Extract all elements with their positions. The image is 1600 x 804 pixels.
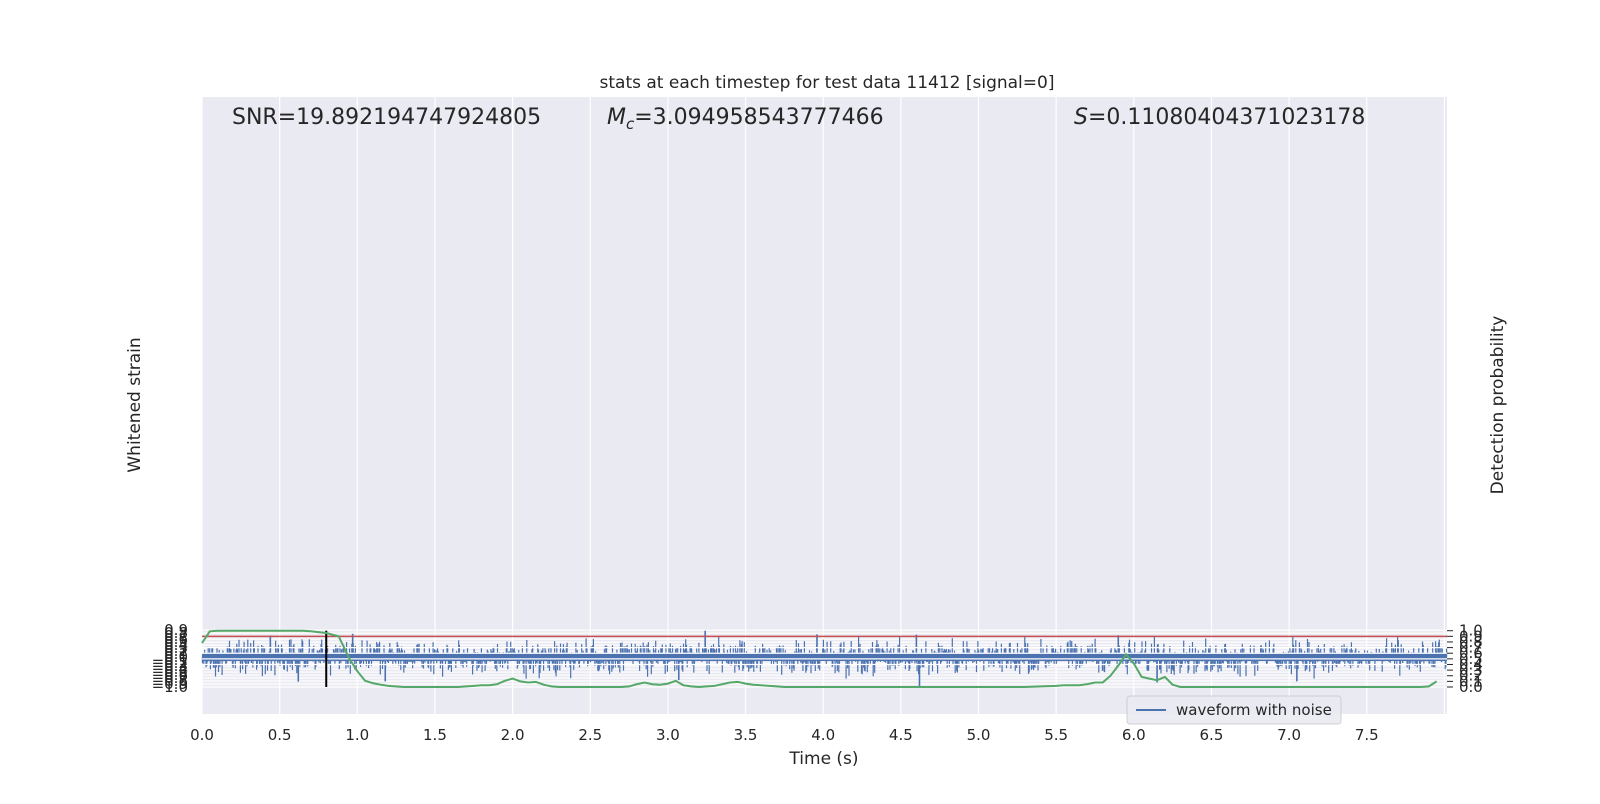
y-left-tick-label: 0.0: [164, 648, 188, 666]
y-right-tick-label: 0.4: [1459, 655, 1483, 673]
reference-lines: [202, 630, 1447, 687]
x-tick-label: 1.5: [423, 726, 447, 744]
y-right-tick-label: 0.2: [1459, 667, 1483, 685]
x-tick-label: 7.5: [1355, 726, 1379, 744]
y-right-tick-label: 0.7: [1459, 639, 1483, 657]
y-left-tick-label: −0.9: [152, 675, 188, 693]
y-left-tick-label: −0.2: [152, 654, 188, 672]
y-left-tick-label: 0.5: [164, 633, 188, 651]
y-right-tick-label: 0.1: [1459, 672, 1483, 690]
y-right-tick-label: 0.9: [1459, 627, 1483, 645]
y-left-tick-label: 0.4: [164, 636, 188, 654]
y-axis-label-left: Whitened strain: [125, 337, 145, 472]
y-left-tick-label: −0.6: [152, 666, 188, 684]
y-left-tick-label: 0.9: [164, 621, 188, 639]
x-tick-label: 3.5: [734, 726, 758, 744]
y-right-tick-label: 0.6: [1459, 644, 1483, 662]
legend-box: [1126, 695, 1342, 725]
legend-label-waveform: waveform with noise: [1176, 701, 1332, 719]
y-axis-label-right: Detection probability: [1488, 316, 1508, 495]
mc-annotation: Mc=3.094958543777466: [607, 105, 884, 133]
y-left-tick-label: 0.8: [164, 624, 188, 642]
s-value: =0.11080404371023178: [1088, 105, 1365, 130]
y-left-tick-label: −0.4: [152, 660, 188, 678]
y-left-tick-label: 0.6: [164, 630, 188, 648]
legend: waveform with noise: [1126, 695, 1342, 725]
horizontal-white-lines: [202, 646, 1447, 666]
probability-series: [201, 629, 1438, 689]
mc-subscript: c: [626, 115, 635, 133]
x-tick-labels: 0.0 0.5 1.0 1.5 2.0 2.5 3.0 3.5 4.0 4.5 5.0 5.5 6.0 6…: [190, 726, 1379, 744]
x-tick-label: 6.0: [1122, 726, 1146, 744]
x-tick-label: 1.0: [345, 726, 369, 744]
y-left-tick-label: 0.7: [164, 627, 188, 645]
y-right-tick-label: 0.5: [1459, 650, 1483, 668]
y-right-tick-label: 0.0: [1459, 678, 1483, 696]
mc-prefix: M: [607, 105, 626, 130]
probability-line: [201, 629, 1438, 689]
y-left-tick-label: −0.1: [152, 651, 188, 669]
y-left-tick-label: 0.1: [164, 645, 188, 663]
x-tick-label: 6.5: [1200, 726, 1224, 744]
y-right-tick-label: 1.0: [1459, 622, 1483, 640]
x-tick-label: 2.0: [501, 726, 525, 744]
y-left-tick-label: −0.5: [152, 663, 188, 681]
snr-prefix: SNR: [232, 105, 278, 130]
x-tick-label: 4.5: [889, 726, 913, 744]
y-left-tick-label: −0.3: [152, 657, 188, 675]
y-left-tick-label: −0.8: [152, 672, 188, 690]
x-tick-label: 2.5: [578, 726, 602, 744]
x-tick-label: 7.0: [1277, 726, 1301, 744]
x-tick-label: 3.0: [656, 726, 680, 744]
y-left-tick-label: 0.3: [164, 639, 188, 657]
y-left-tick-label: 0.2: [164, 642, 188, 660]
s-prefix: S: [1074, 105, 1088, 130]
x-tick-label: 0.0: [190, 726, 214, 744]
y-left-tick-labels: 0.90.80.70.60.50.40.30.20.10.0−0.1−0.2−0…: [152, 621, 188, 696]
y-left-tick-label: −0.7: [152, 669, 188, 687]
x-tick-label: 5.0: [967, 726, 991, 744]
y-right-tick-label: 0.3: [1459, 661, 1483, 679]
x-axis-label: Time (s): [788, 749, 858, 769]
y-right-tick-labels: 1.00.90.80.70.60.50.40.30.20.10.0: [1447, 622, 1483, 696]
y-left-tick-label: −1.0: [152, 678, 188, 696]
mc-value: =3.094958543777466: [634, 105, 883, 130]
s-annotation: S=0.11080404371023178: [1074, 105, 1365, 130]
x-tick-label: 5.5: [1044, 726, 1068, 744]
x-tick-label: 0.5: [268, 726, 292, 744]
snr-annotation: SNR=19.892194747924805: [232, 105, 541, 130]
x-tick-label: 4.0: [811, 726, 835, 744]
snr-value: =19.892194747924805: [278, 105, 541, 130]
chart-title: stats at each timestep for test data 114…: [600, 73, 1055, 93]
plot-area: [202, 97, 1447, 714]
y-right-tick-label: 0.8: [1459, 633, 1483, 651]
